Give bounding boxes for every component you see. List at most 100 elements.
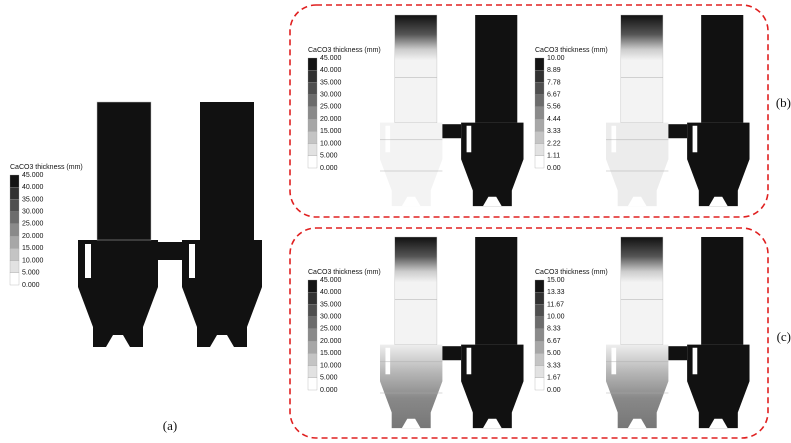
colorbar-label: 0.000 bbox=[320, 165, 338, 172]
colorbar-label: 2.22 bbox=[547, 140, 561, 147]
colorbar-label: 10.000 bbox=[320, 362, 342, 369]
colorbar-step bbox=[308, 95, 317, 107]
colorbar-step bbox=[10, 187, 19, 199]
colorbar-step bbox=[308, 82, 317, 94]
colorbar-step bbox=[308, 156, 317, 168]
colorbar-label: 5.000 bbox=[22, 270, 40, 277]
panel-label: (c) bbox=[777, 329, 791, 344]
colorbar-label: 35.000 bbox=[320, 301, 342, 308]
reactor-column bbox=[475, 237, 517, 345]
legend-title: CaCO3 thickness (mm) bbox=[535, 47, 608, 54]
reactor-pair bbox=[606, 237, 750, 428]
colorbar-label: 45.000 bbox=[320, 55, 342, 62]
colorbar-step bbox=[535, 119, 544, 131]
colorbar-label: 15.000 bbox=[22, 245, 44, 252]
reactor-pair bbox=[380, 15, 524, 206]
colorbar-label: 40.000 bbox=[22, 184, 44, 191]
colorbar-label: 45.000 bbox=[22, 172, 44, 179]
colorbar-label: 4.44 bbox=[547, 116, 561, 123]
reactor-pair bbox=[606, 15, 750, 206]
reactor-slot bbox=[385, 126, 390, 153]
reactor-connector bbox=[158, 242, 182, 260]
reactor-column bbox=[200, 102, 254, 240]
colorbar-step bbox=[535, 131, 544, 143]
legend-title: CaCO3 thickness (mm) bbox=[308, 269, 381, 276]
panel-label: (a) bbox=[163, 418, 177, 433]
colorbar-label: 1.11 bbox=[547, 153, 560, 160]
colorbar-label: 20.000 bbox=[22, 233, 44, 240]
reactor-connector bbox=[442, 124, 461, 138]
colorbar-step bbox=[308, 131, 317, 143]
colorbar-label: 10.000 bbox=[320, 140, 342, 147]
reactor-slot bbox=[189, 244, 195, 278]
colorbar-label: 10.00 bbox=[547, 55, 565, 62]
colorbar-label: 8.89 bbox=[547, 67, 561, 74]
reactor-column bbox=[395, 237, 437, 345]
colorbar-step bbox=[308, 378, 317, 390]
colorbar-step bbox=[535, 107, 544, 119]
colorbar-label: 30.000 bbox=[320, 314, 342, 321]
colorbar-step bbox=[308, 329, 317, 341]
reactor-slot bbox=[693, 126, 698, 153]
colorbar-label: 6.67 bbox=[547, 92, 561, 99]
figure: (a) (b) (c) CaCO3 thickness (mm)45.00040… bbox=[0, 0, 791, 443]
reactor-column bbox=[621, 15, 663, 123]
colorbar-step bbox=[535, 82, 544, 94]
colorbar-label: 6.67 bbox=[547, 338, 561, 345]
reactor-slot bbox=[467, 126, 472, 153]
colorbar-step bbox=[308, 107, 317, 119]
colorbar-label: 15.000 bbox=[320, 350, 342, 357]
colorbar-label: 13.33 bbox=[547, 289, 565, 296]
reactor-connector bbox=[442, 346, 461, 360]
reactor-slot bbox=[693, 348, 698, 375]
reactor-column bbox=[97, 102, 151, 240]
colorbar-step bbox=[535, 95, 544, 107]
colorbar-step bbox=[10, 273, 19, 285]
colorbar-label: 45.000 bbox=[320, 277, 342, 284]
reactor-slot bbox=[385, 348, 390, 375]
reactor-pair bbox=[380, 237, 524, 428]
colorbar-label: 25.000 bbox=[320, 104, 342, 111]
colorbar-label: 0.00 bbox=[547, 387, 561, 394]
colorbar-label: 7.78 bbox=[547, 79, 561, 86]
colorbar-step bbox=[535, 292, 544, 304]
colorbar-label: 20.000 bbox=[320, 116, 342, 123]
colorbar-step bbox=[535, 378, 544, 390]
colorbar-step bbox=[535, 317, 544, 329]
colorbar-step bbox=[535, 156, 544, 168]
colorbar-label: 40.000 bbox=[320, 67, 342, 74]
colorbar-step bbox=[535, 70, 544, 82]
legend-title: CaCO3 thickness (mm) bbox=[10, 164, 83, 171]
colorbar-label: 5.000 bbox=[320, 153, 338, 160]
colorbar-label: 10.00 bbox=[547, 314, 565, 321]
colorbar-step bbox=[10, 248, 19, 260]
colorbar-label: 15.000 bbox=[320, 128, 342, 135]
colorbar-step bbox=[308, 317, 317, 329]
colorbar-step bbox=[10, 199, 19, 211]
colorbar-label: 0.000 bbox=[320, 387, 338, 394]
colorbar-step bbox=[308, 70, 317, 82]
reactor-connector bbox=[668, 346, 687, 360]
colorbar-label: 5.000 bbox=[320, 375, 338, 382]
colorbar-label: 35.000 bbox=[320, 79, 342, 86]
reactor-slot bbox=[467, 348, 472, 375]
colorbar-step bbox=[535, 144, 544, 156]
reactor-column bbox=[395, 15, 437, 123]
reactor-slot bbox=[611, 348, 616, 375]
colorbar-step bbox=[535, 366, 544, 378]
colorbar-step bbox=[535, 304, 544, 316]
colorbar-label: 25.000 bbox=[320, 326, 342, 333]
reactor-column bbox=[701, 237, 743, 345]
colorbar-step bbox=[10, 261, 19, 273]
colorbar-step bbox=[308, 144, 317, 156]
reactor-slot bbox=[85, 244, 91, 278]
colorbar-step bbox=[308, 304, 317, 316]
colorbar-label: 5.56 bbox=[547, 104, 561, 111]
colorbar-step bbox=[308, 58, 317, 70]
colorbar-step bbox=[535, 280, 544, 292]
colorbar-label: 30.000 bbox=[22, 209, 44, 216]
colorbar-label: 5.00 bbox=[547, 350, 561, 357]
reactor-column bbox=[621, 237, 663, 345]
panel-frame bbox=[290, 228, 768, 438]
colorbar-label: 35.000 bbox=[22, 196, 44, 203]
